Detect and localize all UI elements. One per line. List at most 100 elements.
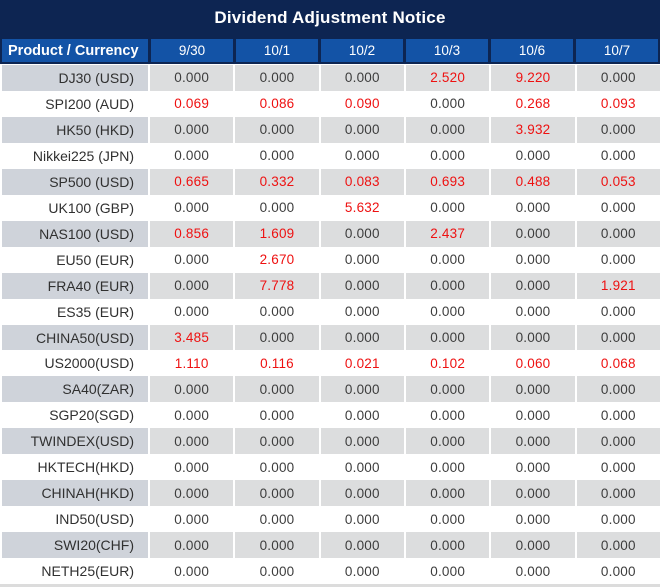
value-cell: 0.000 <box>148 298 234 325</box>
product-cell: CHINAH(HKD) <box>0 480 148 507</box>
value-cell: 0.000 <box>318 402 404 429</box>
value-cell: 0.000 <box>574 428 660 455</box>
value-cell: 0.000 <box>489 376 575 403</box>
value-cell: 0.000 <box>574 116 660 143</box>
product-cell: US2000(USD) <box>0 350 148 377</box>
value-cell: 0.090 <box>318 90 404 117</box>
value-cell: 3.932 <box>489 116 575 143</box>
page-title: Dividend Adjustment Notice <box>214 8 446 27</box>
value-cell: 0.000 <box>489 324 575 351</box>
value-cell: 0.000 <box>489 246 575 273</box>
value-cell: 0.000 <box>403 246 490 273</box>
value-cell: 0.000 <box>489 480 575 507</box>
value-cell: 0.000 <box>148 116 234 143</box>
value-cell: 0.000 <box>148 194 234 221</box>
value-cell: 0.000 <box>318 324 404 351</box>
product-cell: FRA40 (EUR) <box>0 272 148 299</box>
value-cell: 0.000 <box>574 480 660 507</box>
value-cell: 7.778 <box>233 272 319 299</box>
column-header-date: 10/2 <box>321 39 403 62</box>
value-cell: 0.000 <box>403 376 490 403</box>
product-cell: HKTECH(HKD) <box>0 454 148 481</box>
value-cell: 0.000 <box>233 65 319 91</box>
value-cell: 0.000 <box>574 506 660 533</box>
value-cell: 1.110 <box>148 350 234 377</box>
table-row: UK100 (GBP) 0.000 0.000 5.632 0.000 0.000 0.00… <box>0 194 660 221</box>
product-cell: SGP20(SGD) <box>0 402 148 429</box>
value-cell: 0.116 <box>233 350 319 377</box>
table-row: HK50 (HKD) 0.000 0.000 0.000 0.000 3.932 0.000 <box>0 116 660 143</box>
table-row: FRA40 (EUR) 0.000 7.778 0.000 0.000 0.000 1.92… <box>0 272 660 299</box>
value-cell: 0.000 <box>233 142 319 169</box>
table-row: SPI200 (AUD) 0.069 0.086 0.090 0.000 0.268 0.0… <box>0 90 660 117</box>
value-cell: 0.000 <box>574 376 660 403</box>
column-header-date: 10/7 <box>576 39 658 62</box>
value-cell: 0.488 <box>489 168 575 195</box>
value-cell: 0.000 <box>318 376 404 403</box>
value-cell: 0.000 <box>318 272 404 299</box>
product-cell: SA40(ZAR) <box>0 376 148 403</box>
value-cell: 0.000 <box>148 532 234 559</box>
table-body: DJ30 (USD) 0.000 0.000 0.000 2.520 9.220 0.000… <box>0 64 660 587</box>
product-cell: CHINA50(USD) <box>0 324 148 351</box>
value-cell: 2.520 <box>403 65 490 91</box>
value-cell: 0.000 <box>574 65 660 91</box>
table-row: IND50(USD) 0.000 0.000 0.000 0.000 0.000 0.000 <box>0 506 660 533</box>
value-cell: 1.609 <box>233 220 319 247</box>
value-cell: 5.632 <box>318 194 404 221</box>
table-row: SP500 (USD) 0.665 0.332 0.083 0.693 0.488 0.05… <box>0 168 660 195</box>
value-cell: 0.000 <box>403 558 490 585</box>
value-cell: 0.000 <box>318 506 404 533</box>
value-cell: 0.000 <box>489 194 575 221</box>
table-row: NAS100 (USD) 0.856 1.609 0.000 2.437 0.000 0.0… <box>0 220 660 247</box>
value-cell: 0.000 <box>574 194 660 221</box>
product-cell: NAS100 (USD) <box>0 220 148 247</box>
product-cell: Nikkei225 (JPN) <box>0 142 148 169</box>
value-cell: 0.000 <box>233 532 319 559</box>
value-cell: 0.083 <box>318 168 404 195</box>
product-cell: DJ30 (USD) <box>0 65 148 91</box>
value-cell: 0.000 <box>318 246 404 273</box>
value-cell: 0.000 <box>403 90 490 117</box>
column-header-date: 10/6 <box>491 39 573 62</box>
value-cell: 0.000 <box>233 402 319 429</box>
value-cell: 0.000 <box>403 402 490 429</box>
value-cell: 0.000 <box>233 298 319 325</box>
value-cell: 0.000 <box>233 116 319 143</box>
product-cell: UK100 (GBP) <box>0 194 148 221</box>
value-cell: 0.000 <box>233 558 319 585</box>
table-row: NETH25(EUR) 0.000 0.000 0.000 0.000 0.000 0.00… <box>0 558 660 585</box>
value-cell: 0.000 <box>574 532 660 559</box>
value-cell: 0.000 <box>489 532 575 559</box>
value-cell: 0.000 <box>574 454 660 481</box>
value-cell: 0.000 <box>489 428 575 455</box>
table-row: SGP20(SGD) 0.000 0.000 0.000 0.000 0.000 0.000 <box>0 402 660 429</box>
value-cell: 0.000 <box>489 506 575 533</box>
value-cell: 0.000 <box>403 272 490 299</box>
value-cell: 0.665 <box>148 168 234 195</box>
table-row: EU50 (EUR) 0.000 2.670 0.000 0.000 0.000 0.000 <box>0 246 660 273</box>
value-cell: 0.068 <box>574 350 660 377</box>
value-cell: 0.000 <box>148 480 234 507</box>
value-cell: 0.021 <box>318 350 404 377</box>
table-row: DJ30 (USD) 0.000 0.000 0.000 2.520 9.220 0.000 <box>0 65 660 91</box>
value-cell: 0.000 <box>574 558 660 585</box>
column-header-date: 10/1 <box>236 39 318 62</box>
product-cell: SP500 (USD) <box>0 168 148 195</box>
value-cell: 3.485 <box>148 324 234 351</box>
value-cell: 0.086 <box>233 90 319 117</box>
table-row: SA40(ZAR) 0.000 0.000 0.000 0.000 0.000 0.000 <box>0 376 660 403</box>
value-cell: 0.000 <box>148 454 234 481</box>
value-cell: 0.000 <box>403 480 490 507</box>
value-cell: 0.000 <box>318 454 404 481</box>
table-row: TWINDEX(USD) 0.000 0.000 0.000 0.000 0.000 0.0… <box>0 428 660 455</box>
table-row: US2000(USD) 1.110 0.116 0.021 0.102 0.060 0.06… <box>0 350 660 377</box>
value-cell: 0.102 <box>403 350 490 377</box>
value-cell: 0.000 <box>233 324 319 351</box>
value-cell: 0.000 <box>318 65 404 91</box>
value-cell: 0.000 <box>403 142 490 169</box>
product-cell: ES35 (EUR) <box>0 298 148 325</box>
value-cell: 0.000 <box>318 558 404 585</box>
product-cell: NETH25(EUR) <box>0 558 148 585</box>
